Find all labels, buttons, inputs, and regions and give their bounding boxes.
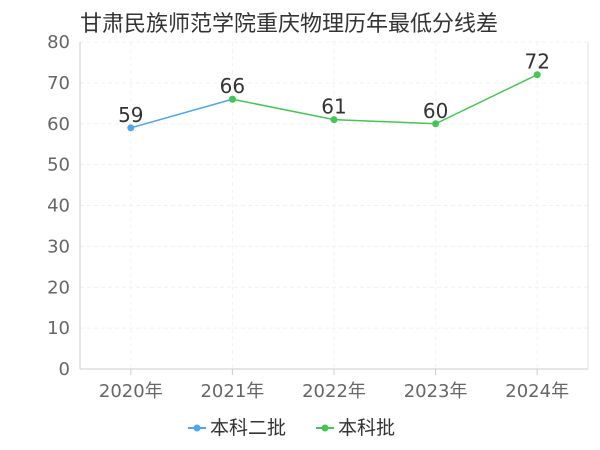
data-labels: 59 66 61 60 72	[118, 50, 550, 127]
data-point	[330, 116, 338, 124]
legend-item-0: 本科二批	[188, 417, 286, 439]
data-label: 59	[118, 103, 143, 127]
grid-lines	[80, 41, 588, 369]
legend-dot-marker	[193, 424, 201, 432]
series-line-0	[130, 98, 233, 129]
data-point	[432, 120, 440, 128]
y-tick-label: 0	[59, 359, 70, 380]
y-tick-label: 70	[47, 73, 70, 94]
x-tick-label: 2020年	[99, 381, 163, 402]
series-lines	[130, 74, 538, 129]
data-label: 60	[423, 99, 448, 123]
y-tick-label: 40	[47, 196, 70, 217]
data-label: 72	[524, 50, 549, 74]
x-tick-label: 2021年	[200, 381, 264, 402]
y-tick-label: 80	[47, 32, 70, 53]
data-point	[127, 124, 135, 132]
axes: 0 10 20 30 40 50 60 70 80 2020年 2021年 2022年 2023年 202…	[47, 32, 589, 402]
data-label: 61	[321, 95, 346, 119]
y-tick-label: 60	[47, 114, 70, 135]
y-tick-label: 30	[47, 236, 70, 257]
y-tick-label: 10	[47, 318, 70, 339]
chart-title: 甘肃民族师范学院重庆物理历年最低分线差	[80, 12, 499, 37]
legend-dot-marker	[321, 424, 329, 432]
x-tick-label: 2023年	[404, 381, 468, 402]
legend-label: 本科批	[338, 417, 395, 439]
legend-item-1: 本科批	[316, 417, 395, 439]
data-label: 66	[220, 74, 245, 98]
legend: 本科二批 本科批	[188, 417, 395, 439]
x-tick-label: 2024年	[505, 381, 569, 402]
data-points	[127, 71, 541, 132]
y-tick-label: 20	[47, 277, 70, 298]
data-point	[228, 95, 236, 103]
series-line-1	[232, 74, 538, 125]
legend-label: 本科二批	[210, 417, 286, 439]
data-point	[533, 71, 541, 79]
x-tick-label: 2022年	[302, 381, 366, 402]
y-tick-label: 50	[47, 155, 70, 176]
